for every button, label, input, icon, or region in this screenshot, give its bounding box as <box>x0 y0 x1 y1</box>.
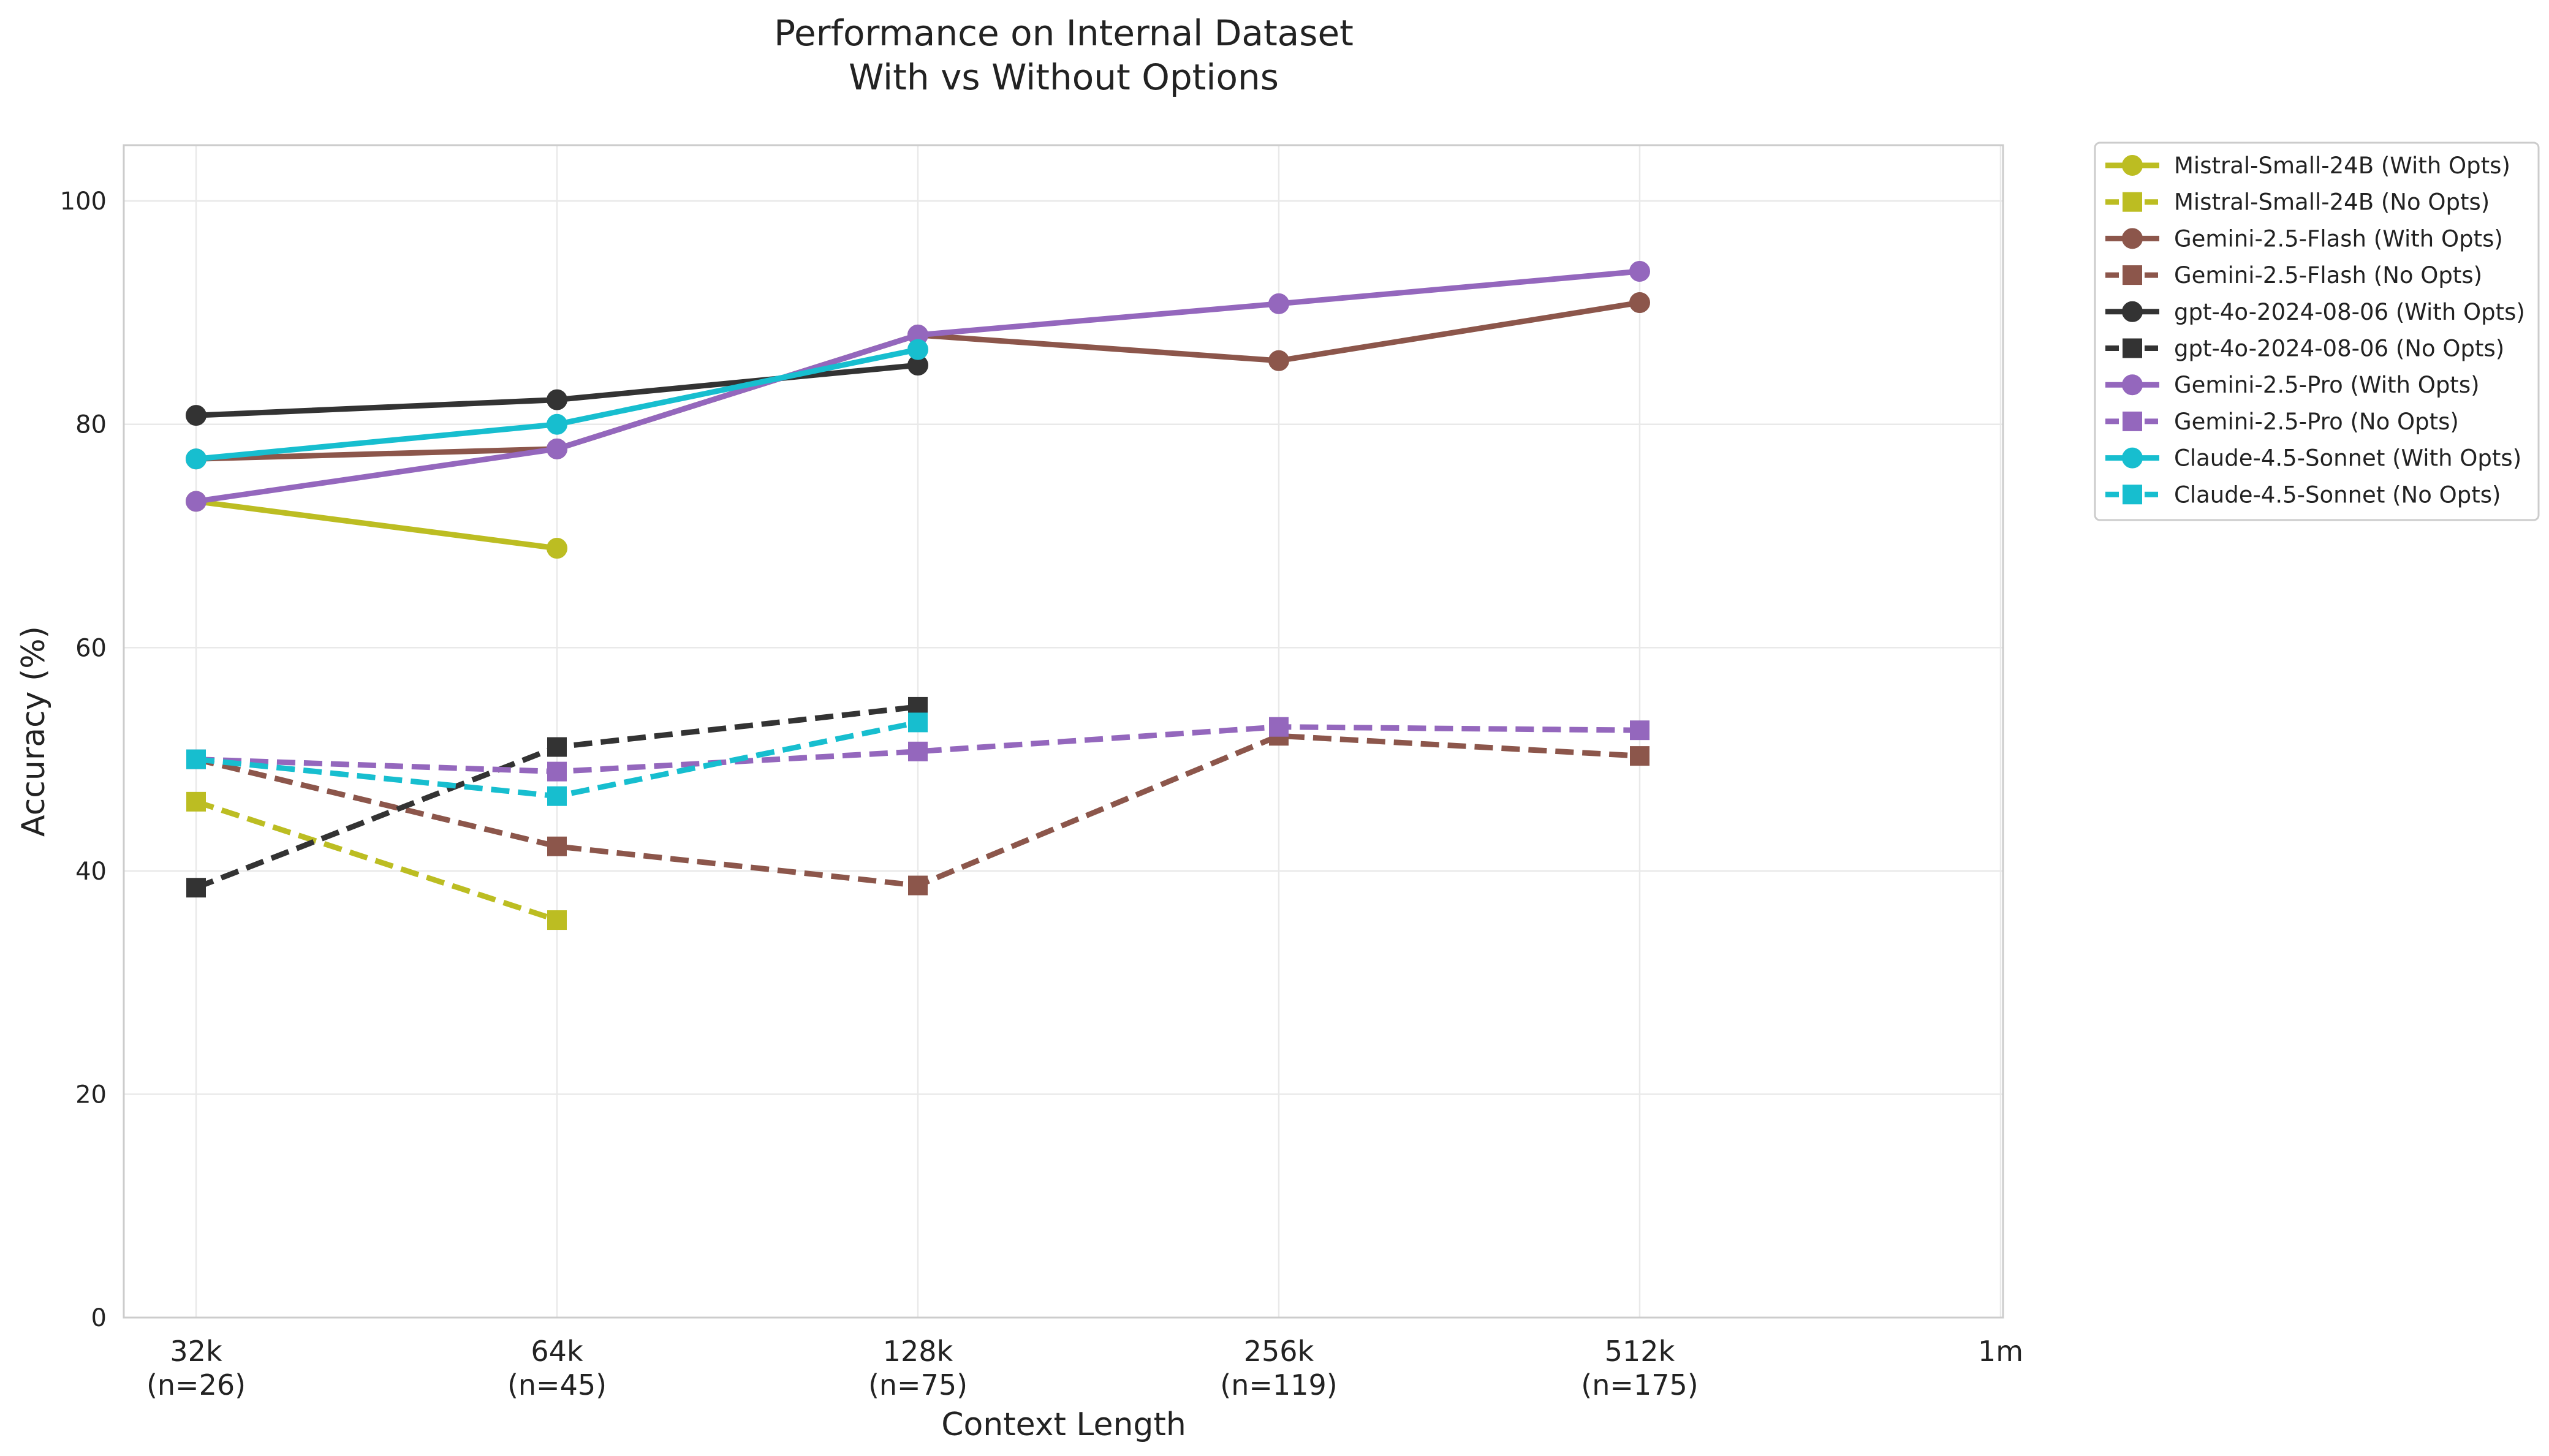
legend-swatch-marker <box>2122 447 2143 469</box>
y-tick-label: 20 <box>75 1081 107 1109</box>
x-tick-sample-size: (n=175) <box>1581 1368 1698 1401</box>
legend-item: gpt-4o-2024-08-06 (With Opts) <box>2105 299 2525 325</box>
chart-title-line-2: With vs Without Options <box>849 56 1279 98</box>
y-tick-label: 0 <box>91 1304 107 1332</box>
legend-label: Gemini-2.5-Flash (No Opts) <box>2174 262 2482 289</box>
x-axis-ticks: 32k(n=26) 64k(n=45) 128k(n=75) 256k(n=119) 5… <box>146 1335 2023 1401</box>
plot-area-frame <box>123 144 2004 1319</box>
legend-label: Gemini-2.5-Pro (No Opts) <box>2174 409 2459 435</box>
legend-item: Gemini-2.5-Flash (With Opts) <box>2105 225 2503 252</box>
data-point <box>1629 292 1650 314</box>
legend-label: Mistral-Small-24B (With Opts) <box>2174 153 2510 179</box>
y-tick-label: 60 <box>75 634 107 662</box>
legend-label: Mistral-Small-24B (No Opts) <box>2174 189 2490 216</box>
x-tick-label: 1m <box>1978 1335 2023 1368</box>
data-point <box>186 878 206 898</box>
legend-label: Claude-4.5-Sonnet (With Opts) <box>2174 445 2521 472</box>
series-line <box>195 499 558 551</box>
legend-item: Claude-4.5-Sonnet (No Opts) <box>2105 481 2501 508</box>
data-point <box>1269 717 1289 737</box>
x-tick-sample-size: (n=119) <box>1220 1368 1337 1401</box>
data-point <box>907 339 928 360</box>
data-point <box>1629 260 1650 282</box>
legend-label: Claude-4.5-Sonnet (No Opts) <box>2174 481 2501 508</box>
x-tick-label: 64k <box>531 1335 583 1368</box>
x-tick-sample-size: (n=75) <box>868 1368 968 1401</box>
legend-label: Gemini-2.5-Flash (With Opts) <box>2174 225 2503 252</box>
legend-swatch-marker <box>2122 301 2143 322</box>
data-point <box>1268 350 1289 371</box>
data-point <box>1630 746 1649 766</box>
legend-item: Mistral-Small-24B (With Opts) <box>2105 153 2510 179</box>
legend-swatch-marker <box>2123 192 2142 212</box>
data-point <box>908 741 928 761</box>
data-point <box>547 786 567 806</box>
data-point <box>1630 720 1649 741</box>
data-point <box>186 749 206 769</box>
data-point <box>1268 293 1289 314</box>
legend-swatch-marker <box>2122 374 2143 396</box>
chart-title-line-1: Performance on Internal Dataset <box>774 12 1354 54</box>
data-point <box>547 413 567 435</box>
series-line <box>195 724 1640 775</box>
legend-swatch-marker <box>2123 411 2142 431</box>
legend-swatch-marker <box>2123 485 2142 505</box>
data-point <box>908 875 928 896</box>
series-1 <box>186 791 567 930</box>
y-tick-label: 80 <box>75 411 107 439</box>
legend-swatch-marker <box>2123 265 2142 285</box>
legend-swatch-marker <box>2123 338 2142 358</box>
series-6 <box>186 260 1650 512</box>
legend-swatch-marker <box>2122 155 2143 176</box>
legend-item: Mistral-Small-24B (No Opts) <box>2105 189 2490 216</box>
legend-item: Claude-4.5-Sonnet (With Opts) <box>2105 445 2521 472</box>
y-axis-label: Accuracy (%) <box>15 626 52 837</box>
y-axis-ticks: 0 20 40 60 80 100 <box>60 187 107 1332</box>
x-tick-label: 32k <box>170 1335 222 1368</box>
data-point <box>547 836 567 856</box>
legend-item: gpt-4o-2024-08-06 (No Opts) <box>2105 336 2504 362</box>
legend-label: gpt-4o-2024-08-06 (With Opts) <box>2174 299 2525 325</box>
legend-swatch-marker <box>2122 228 2143 249</box>
data-point <box>908 712 928 733</box>
x-tick-label: 512k <box>1605 1335 1675 1368</box>
x-tick-sample-size: (n=26) <box>146 1368 246 1401</box>
data-point <box>186 791 206 812</box>
x-tick-label: 128k <box>883 1335 953 1368</box>
legend: Mistral-Small-24B (With Opts) Mistral-Sma… <box>2094 141 2540 521</box>
y-tick-label: 40 <box>75 858 107 886</box>
series-8 <box>186 339 928 470</box>
data-point <box>547 438 567 459</box>
series-9 <box>186 712 928 806</box>
x-tick-label: 256k <box>1244 1335 1314 1368</box>
data-point <box>186 405 206 426</box>
x-axis-label: Context Length <box>941 1406 1186 1443</box>
data-point <box>547 761 567 782</box>
data-point <box>547 737 567 757</box>
legend-frame <box>2094 141 2540 521</box>
legend-label: Gemini-2.5-Pro (With Opts) <box>2174 372 2480 398</box>
legend-item: Gemini-2.5-Flash (No Opts) <box>2105 262 2482 289</box>
series-line <box>195 799 558 923</box>
legend-label: gpt-4o-2024-08-06 (No Opts) <box>2174 336 2504 362</box>
data-point <box>186 448 206 470</box>
data-point <box>547 389 567 410</box>
data-point <box>186 491 206 512</box>
series <box>186 260 1650 930</box>
x-tick-sample-size: (n=45) <box>507 1368 607 1401</box>
y-tick-label: 100 <box>60 187 107 216</box>
data-point <box>547 910 567 930</box>
data-point <box>547 538 567 559</box>
legend-item: Gemini-2.5-Pro (No Opts) <box>2105 409 2459 435</box>
legend-item: Gemini-2.5-Pro (With Opts) <box>2105 372 2480 398</box>
